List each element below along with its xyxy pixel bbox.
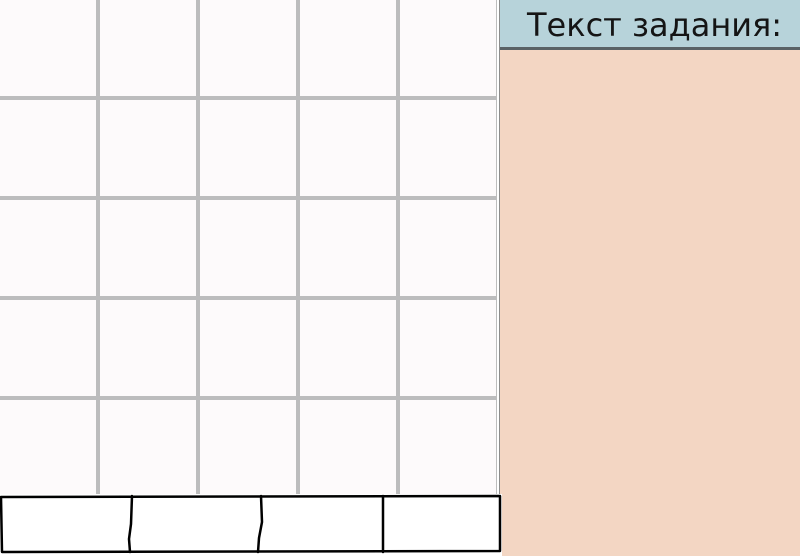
task-title: Текст задания: (527, 6, 783, 44)
answer-strip-drawing (0, 494, 502, 556)
grid-cell-r1-c3[interactable] (200, 0, 296, 96)
grid-cell-r4-c2[interactable] (100, 300, 196, 396)
grid-cell-r4-c1[interactable] (0, 300, 96, 396)
grid-cell-r3-c5[interactable] (400, 200, 496, 296)
answer-slot-divider-1 (127, 494, 134, 554)
grid-cell-r5-c5[interactable] (400, 400, 496, 496)
grid-cell-r5-c4[interactable] (300, 400, 396, 496)
grid-cell-r2-c3[interactable] (200, 100, 296, 196)
grid-cell-r1-c2[interactable] (100, 0, 196, 96)
task-panel: Текст задания: (500, 0, 800, 556)
task-header: Текст задания: (500, 0, 800, 50)
grid-line-vertical (196, 0, 200, 496)
grid-line-horizontal (0, 196, 496, 200)
grid-cell-r4-c4[interactable] (300, 300, 396, 396)
grid-cell-r3-c2[interactable] (100, 200, 196, 296)
answer-slot-4[interactable] (383, 494, 500, 552)
grid-cell-r3-c4[interactable] (300, 200, 396, 296)
grid-board (0, 0, 496, 496)
grid-line-vertical (96, 0, 100, 496)
grid-cell-r4-c5[interactable] (400, 300, 496, 396)
grid-cell-r4-c3[interactable] (200, 300, 296, 396)
grid-cell-r3-c3[interactable] (200, 200, 296, 296)
grid-cell-r3-c1[interactable] (0, 200, 96, 296)
grid-cell-r1-c5[interactable] (400, 0, 496, 96)
answer-strip (0, 494, 502, 556)
answer-slot-1[interactable] (0, 494, 132, 552)
board-divider (496, 0, 500, 496)
grid-cell-r2-c2[interactable] (100, 100, 196, 196)
grid-cell-r2-c1[interactable] (0, 100, 96, 196)
grid-cell-r5-c3[interactable] (200, 400, 296, 496)
grid-cell-r1-c4[interactable] (300, 0, 396, 96)
grid-line-vertical (396, 0, 400, 496)
grid-cell-r5-c1[interactable] (0, 400, 96, 496)
grid-line-horizontal (0, 296, 496, 300)
task-body (500, 53, 800, 556)
grid-cell-r1-c1[interactable] (0, 0, 96, 96)
answer-slot-divider-2 (256, 494, 264, 554)
grid-cell-r2-c4[interactable] (300, 100, 396, 196)
grid-line-horizontal (0, 396, 496, 400)
grid-line-horizontal (0, 96, 496, 100)
grid-cell-r5-c2[interactable] (100, 400, 196, 496)
grid-line-vertical (296, 0, 300, 496)
answer-strip-outline (0, 494, 502, 554)
answer-slot-3[interactable] (261, 494, 383, 552)
grid-cell-r2-c5[interactable] (400, 100, 496, 196)
answer-slot-2[interactable] (132, 494, 261, 552)
